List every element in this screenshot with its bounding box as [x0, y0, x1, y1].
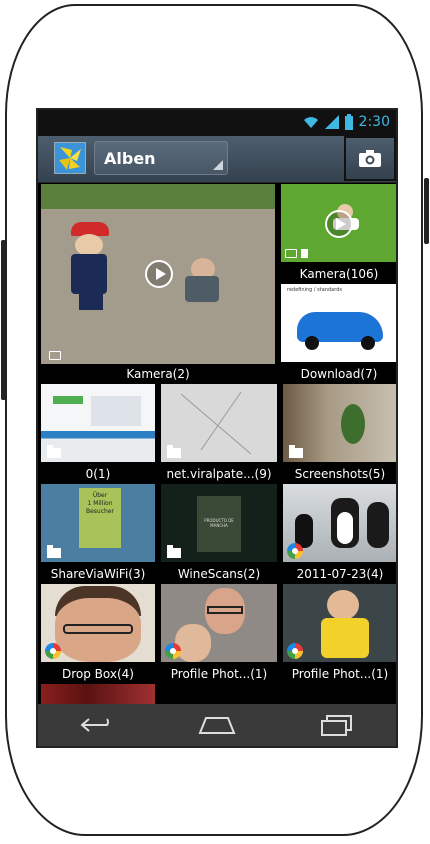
camera-button[interactable] [344, 136, 396, 181]
action-bar: Alben [38, 136, 396, 183]
battery-icon [344, 114, 353, 130]
album-thumbnail [283, 384, 396, 462]
status-bar: 2:30 [38, 110, 396, 136]
album-tile[interactable]: Drop Box(4) [38, 582, 158, 682]
album-tile[interactable]: net.viralpate...(9) [158, 382, 280, 482]
album-tile[interactable]: redefining / standards Download(7) [278, 282, 396, 382]
camera-small-icon [285, 249, 297, 258]
navigation-bar [38, 704, 396, 746]
album-label: Kamera(106) [299, 267, 379, 281]
wifi-icon [303, 117, 318, 128]
album-tile[interactable]: Kamera(2) [38, 182, 278, 382]
home-icon[interactable] [198, 715, 236, 735]
power-button [424, 178, 429, 244]
album-thumbnail: PRODUCTO DE MANCHA [161, 484, 277, 562]
play-icon [145, 260, 173, 288]
album-label: 2011-07-23(4) [296, 567, 384, 581]
album-thumbnail [41, 384, 155, 462]
album-view-dropdown[interactable]: Alben [94, 141, 228, 175]
picasa-icon [165, 643, 181, 659]
thumb-text: PRODUCTO DE MANCHA [204, 518, 234, 528]
picasa-icon [45, 643, 61, 659]
camera-small-icon [49, 351, 61, 360]
folder-icon [167, 445, 181, 458]
album-thumbnail [283, 484, 396, 562]
album-tile[interactable]: 2011-07-23(4) [280, 482, 396, 582]
picasa-icon [287, 643, 303, 659]
dropdown-triangle-icon [213, 160, 223, 170]
album-label: net.viralpate...(9) [166, 467, 272, 481]
camera-icon [359, 150, 381, 167]
folder-icon [167, 545, 181, 558]
volume-button [1, 240, 6, 400]
album-thumbnail [283, 584, 396, 662]
album-tile[interactable]: Profile Phot...(1) [158, 582, 280, 682]
album-label: Drop Box(4) [62, 667, 134, 681]
album-thumbnail [161, 584, 277, 662]
album-label: 0(1) [85, 467, 111, 481]
album-label: Kamera(2) [126, 367, 190, 381]
dropdown-label: Alben [104, 149, 156, 168]
back-icon[interactable] [79, 715, 115, 735]
album-thumbnail: Über 1 Million Besucher [41, 484, 155, 562]
play-icon [325, 210, 353, 238]
folder-icon [47, 445, 61, 458]
album-label: Profile Phot...(1) [291, 667, 389, 681]
album-tile[interactable]: PRODUCTO DE MANCHA WineScans(2) [158, 482, 280, 582]
folder-icon [47, 545, 61, 558]
album-label: Profile Phot...(1) [170, 667, 268, 681]
album-tile[interactable]: Profile Phot...(1) [280, 582, 396, 682]
recent-apps-icon[interactable] [319, 714, 355, 736]
status-time: 2:30 [358, 114, 390, 130]
album-thumbnail [41, 584, 155, 662]
flower-icon [55, 143, 85, 173]
album-label: Screenshots(5) [294, 467, 386, 481]
thumb-text: Besucher [86, 508, 114, 515]
album-tile[interactable]: Kamera(106) [278, 182, 396, 282]
album-tile[interactable]: 0(1) [38, 382, 158, 482]
album-tile[interactable]: Über 1 Million Besucher ShareViaWiFi(3) [38, 482, 158, 582]
folder-icon [289, 445, 303, 458]
download-thumb-text: redefining / standards [287, 287, 342, 293]
album-thumbnail [41, 184, 275, 364]
picasa-icon [287, 543, 303, 559]
album-thumbnail [281, 184, 396, 262]
album-thumbnail [161, 384, 277, 462]
thumb-text: Über [92, 492, 108, 499]
album-label: ShareViaWiFi(3) [50, 567, 146, 581]
signal-icon [324, 115, 339, 129]
phone-screen: 2:30 Alben [36, 108, 398, 748]
album-label: Download(7) [300, 367, 378, 381]
album-tile[interactable]: Screenshots(5) [280, 382, 396, 482]
gallery-logo[interactable] [54, 142, 86, 174]
album-label: WineScans(2) [177, 567, 261, 581]
album-thumbnail: redefining / standards [281, 284, 396, 362]
thumb-text: 1 Million [87, 500, 113, 507]
